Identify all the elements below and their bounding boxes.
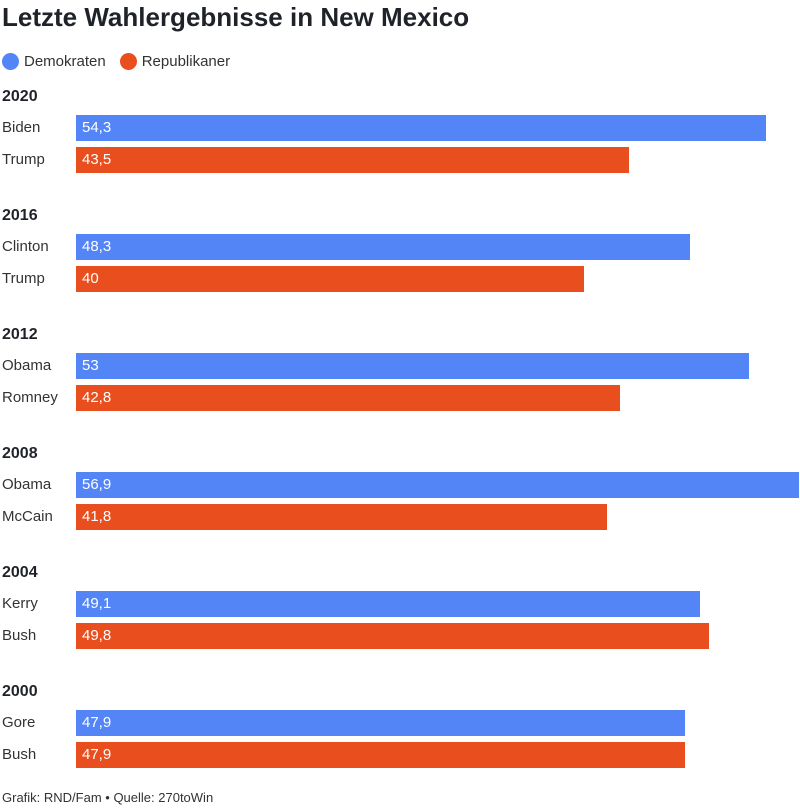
year-heading: 2000	[2, 683, 38, 700]
bar-value-label: 49,1	[82, 595, 112, 612]
candidate-label: Biden	[2, 119, 41, 136]
candidate-label: Kerry	[2, 595, 38, 612]
bar-2012-obama: 53	[76, 353, 749, 379]
candidate-label: Romney	[2, 389, 58, 406]
bar-value-label: 41,8	[82, 508, 112, 525]
bar-value-label: 40	[82, 270, 99, 287]
candidate-label: Obama	[2, 357, 52, 374]
year-heading: 2020	[2, 88, 38, 105]
bar-2020-trump: 43,5	[76, 147, 629, 173]
candidate-label: McCain	[2, 508, 53, 525]
candidate-label: Gore	[2, 714, 36, 731]
bar-2004-kerry: 49,1	[76, 591, 700, 617]
bar-value-label: 54,3	[82, 119, 112, 136]
bar-value-label: 43,5	[82, 151, 112, 168]
bar-2016-trump: 40	[76, 266, 584, 292]
year-heading: 2016	[2, 207, 38, 224]
legend-label-republikaner: Republikaner	[141, 52, 231, 70]
bar-2008-obama: 56,9	[76, 472, 799, 498]
bar-value-label: 56,9	[82, 476, 112, 493]
bar-2004-bush: 49,8	[76, 623, 709, 649]
source-footer: Grafik: RND/Fam • Quelle: 270toWin	[2, 790, 214, 805]
chart-title: Letzte Wahlergebnisse in New Mexico	[2, 2, 470, 32]
bar-value-label: 53	[82, 357, 99, 374]
legend-swatch-demokraten	[2, 52, 19, 70]
bar-2008-mccain: 41,8	[76, 504, 607, 530]
bar-value-label: 49,8	[82, 627, 112, 644]
candidate-label: Bush	[2, 746, 37, 763]
candidate-label: Trump	[2, 151, 45, 168]
bar-chart: 2020 Biden 54,3 Trump 43,5 2016 Clinton 48,3 Tru…	[0, 88, 800, 768]
year-group-2016: 2016 Clinton 48,3 Trump 40	[0, 207, 800, 317]
legend-swatch-republikaner	[119, 52, 137, 70]
bar-2012-romney: 42,8	[76, 385, 620, 411]
year-group-2004: 2004 Kerry 49,1 Bush 49,8	[0, 564, 800, 674]
bar-value-label: 47,9	[82, 746, 112, 763]
year-heading: 2004	[2, 564, 38, 581]
year-group-2000: 2000 Gore 47,9 Bush 47,9	[0, 683, 800, 793]
bar-2020-biden: 54,3	[76, 115, 766, 141]
candidate-label: Obama	[2, 476, 52, 493]
bar-value-label: 42,8	[82, 389, 112, 406]
candidate-label: Clinton	[2, 238, 49, 255]
year-group-2020: 2020 Biden 54,3 Trump 43,5	[0, 88, 800, 198]
year-heading: 2008	[2, 445, 38, 462]
year-group-2008: 2008 Obama 56,9 McCain 41,8	[0, 445, 800, 555]
year-group-2012: 2012 Obama 53 Romney 42,8	[0, 326, 800, 436]
legend: Demokraten Republikaner	[2, 50, 244, 72]
bar-value-label: 48,3	[82, 238, 112, 255]
legend-label-demokraten: Demokraten	[24, 52, 106, 70]
bar-value-label: 47,9	[82, 714, 112, 731]
legend-item-republikaner: Republikaner	[119, 52, 231, 70]
bar-2000-bush: 47,9	[76, 742, 685, 768]
year-heading: 2012	[2, 326, 38, 343]
bar-2000-gore: 47,9	[76, 710, 685, 736]
bar-2016-clinton: 48,3	[76, 234, 690, 260]
candidate-label: Bush	[2, 627, 37, 644]
candidate-label: Trump	[2, 270, 45, 287]
legend-item-demokraten: Demokraten	[2, 52, 106, 70]
